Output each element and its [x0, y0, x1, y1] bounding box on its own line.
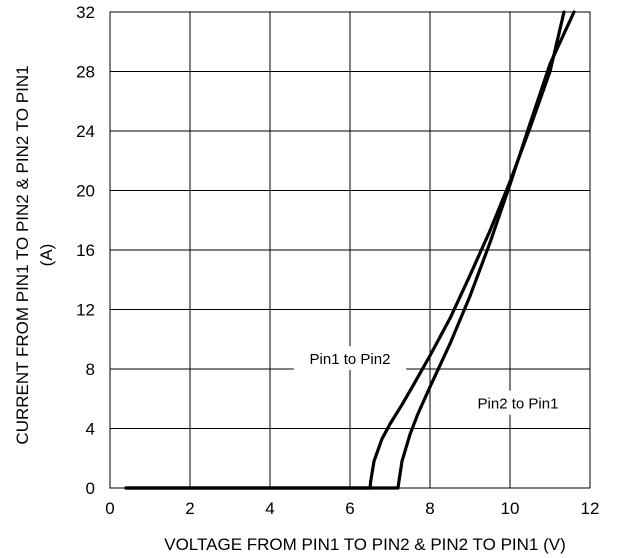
- x-tick-label: 0: [105, 499, 114, 518]
- curve-layer: [124, 10, 576, 490]
- y-tick-label: 16: [76, 241, 95, 260]
- y-axis-label: CURRENT FROM PIN1 TO PIN2 & PIN2 TO PIN1: [13, 65, 32, 444]
- x-tick-label: 12: [581, 499, 600, 518]
- x-tick-label: 6: [345, 499, 354, 518]
- x-tick-label: 8: [425, 499, 434, 518]
- x-tick-label: 10: [501, 499, 520, 518]
- x-tick-label: 2: [185, 499, 194, 518]
- y-axis-unit-label: (A): [37, 244, 56, 267]
- y-tick-label: 0: [86, 479, 95, 498]
- grid-layer: [109, 11, 591, 489]
- y-tick-label: 20: [76, 182, 95, 201]
- x-tick-label: 4: [265, 499, 274, 518]
- x-axis-label: VOLTAGE FROM PIN1 TO PIN2 & PIN2 TO PIN1…: [164, 535, 566, 554]
- y-tick-label: 8: [86, 360, 95, 379]
- series-pin2-to-pin1-line: [124, 10, 576, 490]
- annotation-pin2-to-pin1: Pin2 to Pin1: [478, 396, 559, 413]
- annotation-background: [461, 390, 575, 415]
- y-tick-label: 24: [76, 122, 95, 141]
- y-tick-label: 28: [76, 63, 95, 82]
- y-tick-label: 12: [76, 301, 95, 320]
- y-tick-label: 32: [76, 3, 95, 22]
- y-tick-label: 4: [86, 420, 95, 439]
- annotation-pin1-to-pin2: Pin1 to Pin2: [310, 351, 391, 368]
- annotation-layer: Pin1 to Pin2 Pin2 to Pin1: [293, 346, 575, 415]
- annotation-background: [293, 346, 407, 371]
